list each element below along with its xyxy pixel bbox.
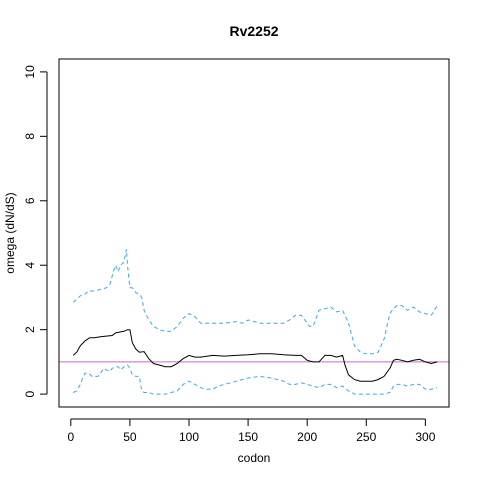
x-tick-label: 0 xyxy=(67,430,74,444)
x-tick-label: 200 xyxy=(297,430,317,444)
y-tick-label: 6 xyxy=(23,197,37,204)
series-line-3 xyxy=(72,364,438,395)
x-tick-label: 150 xyxy=(238,430,258,444)
y-tick-label: 2 xyxy=(23,326,37,333)
x-tick-label: 300 xyxy=(415,430,435,444)
x-tick-label: 100 xyxy=(179,430,199,444)
series-line-1 xyxy=(72,329,438,382)
plot-frame xyxy=(58,58,450,408)
y-tick-label: 10 xyxy=(23,65,37,79)
plot-area xyxy=(59,249,449,395)
series-line-2 xyxy=(72,249,438,355)
y-tick-label: 0 xyxy=(23,390,37,397)
x-tick-label: 50 xyxy=(123,430,137,444)
x-axis-label: codon xyxy=(238,451,271,465)
y-tick-label: 4 xyxy=(23,262,37,269)
y-tick-label: 8 xyxy=(23,133,37,140)
chart-title: Rv2252 xyxy=(229,23,278,39)
y-axis-label: omega (dN/dS) xyxy=(3,192,17,273)
x-axis: 0 50 100 150 200 250 300 xyxy=(67,418,436,444)
y-axis: 0 2 4 6 8 10 xyxy=(23,65,48,397)
x-tick-label: 250 xyxy=(356,430,376,444)
